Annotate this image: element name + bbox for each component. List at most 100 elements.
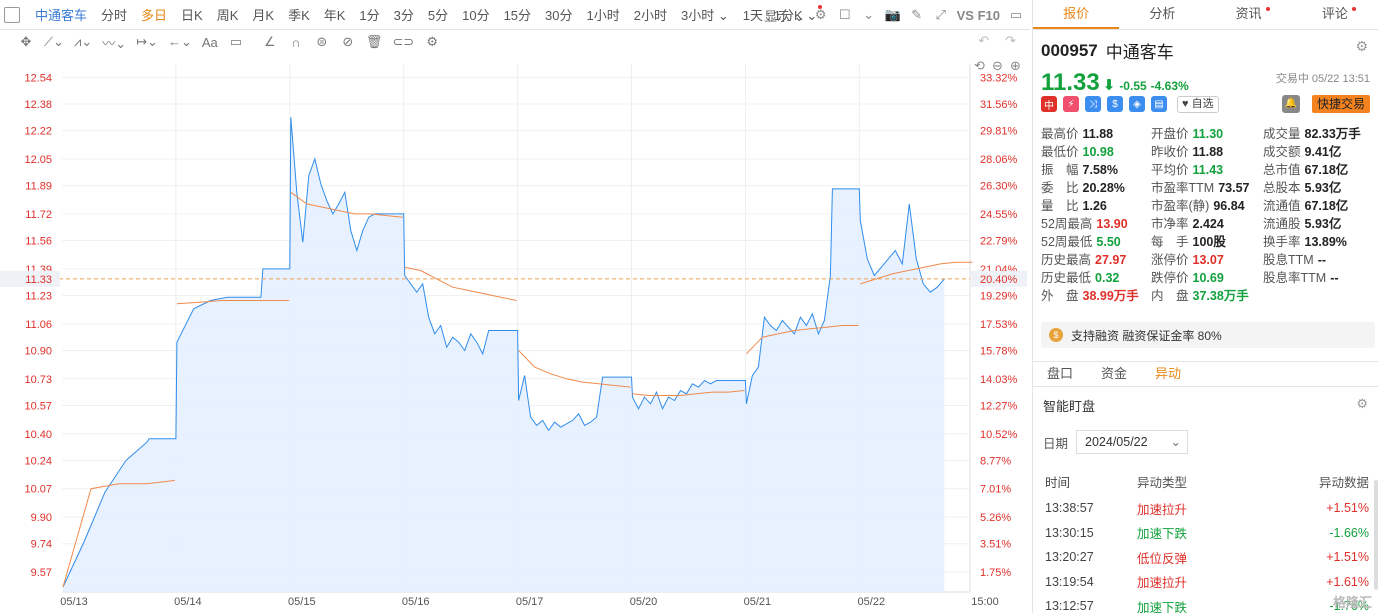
layout-icon[interactable] bbox=[4, 6, 20, 23]
link-icon[interactable]: ⊂⊃ bbox=[392, 34, 415, 49]
period-tab[interactable]: 周K bbox=[216, 8, 239, 23]
y-tick-label-right: 22.79% bbox=[980, 236, 1018, 248]
down-arrow-icon: ⬇ bbox=[1102, 77, 1116, 94]
shuffle-icon[interactable]: ⤨ bbox=[1085, 96, 1101, 112]
sub-tab[interactable]: 异动 bbox=[1155, 366, 1182, 381]
settings-icon[interactable]: ⚙ bbox=[814, 7, 827, 22]
right-tab[interactable]: 报价 bbox=[1033, 0, 1120, 29]
stat-cell: 外 盘 38.99万手 bbox=[1041, 289, 1139, 303]
events-table: 13:38:57 加速拉升 +1.51% 13:30:15 加速下跌 -1.66% 13:2… bbox=[1045, 496, 1369, 613]
chevron-down-icon[interactable]: ⌄ bbox=[863, 7, 875, 22]
zoom-out-icon[interactable]: ⊖ bbox=[992, 58, 1003, 73]
window-icon[interactable]: ▭ bbox=[1009, 7, 1023, 22]
china-flag-icon[interactable]: 中 bbox=[1041, 96, 1057, 112]
table-row[interactable]: 13:19:54 加速拉升 +1.61% bbox=[1045, 574, 1369, 591]
dollar-icon[interactable]: $ bbox=[1107, 96, 1123, 112]
pencil-icon[interactable]: ✎ bbox=[911, 7, 923, 22]
period-tab[interactable]: 季K bbox=[288, 8, 310, 23]
period-tab[interactable]: 日K bbox=[181, 8, 203, 23]
stat-cell: 涨停价 13.07 bbox=[1151, 253, 1224, 267]
undo-icon[interactable]: ↶ bbox=[978, 33, 990, 48]
zoom-in-icon[interactable]: ⊕ bbox=[1010, 58, 1021, 73]
period-tab[interactable]: 3分 bbox=[393, 8, 414, 23]
stat-cell: 52周最低 5.50 bbox=[1041, 235, 1121, 249]
camera-icon[interactable]: 📷 bbox=[884, 7, 901, 22]
period-tab[interactable]: 1分 bbox=[359, 8, 380, 23]
y-tick-label-right: 15.78% bbox=[980, 345, 1018, 357]
x-tick-label: 05/13 bbox=[60, 596, 88, 608]
reset-icon[interactable]: ⟲ bbox=[974, 58, 985, 73]
stat-cell: 52周最高 13.90 bbox=[1041, 217, 1128, 231]
add-watchlist-button[interactable]: ♥ 自选 bbox=[1177, 95, 1219, 113]
table-row[interactable]: 13:20:27 低位反弹 +1.51% bbox=[1045, 550, 1369, 566]
table-row[interactable]: 13:12:57 加速下跌 -1.76% bbox=[1045, 599, 1369, 613]
table-row[interactable]: 13:38:57 加速拉升 +1.51% bbox=[1045, 501, 1369, 517]
sub-tab[interactable]: 盘口 bbox=[1047, 366, 1074, 381]
margin-info: $ 支持融资 融资保证金率 80% bbox=[1041, 322, 1375, 348]
move-icon[interactable]: ✥ bbox=[20, 34, 32, 49]
smart-settings-icon[interactable]: ⚙ bbox=[1356, 396, 1368, 411]
y-tick-label: 10.90 bbox=[24, 345, 52, 357]
arrow-tool-icon[interactable]: ←⌄ bbox=[167, 34, 192, 49]
hide-icon[interactable]: ⊘ bbox=[342, 34, 354, 49]
f10-button[interactable]: VS F10 bbox=[956, 7, 1000, 23]
text-tool-icon[interactable]: Aa bbox=[201, 34, 218, 50]
stat-cell: 跌停价 10.69 bbox=[1151, 271, 1224, 285]
table-row[interactable]: 13:30:15 加速下跌 -1.66% bbox=[1045, 525, 1369, 542]
period-tab[interactable]: 2小时 bbox=[633, 8, 667, 23]
quote-header: 000957 中通客车 ⚙ 11.33 ⬇ -0.55 -4.63% 交易中 0… bbox=[1041, 38, 1372, 97]
quote-settings-icon[interactable]: ⚙ bbox=[1355, 38, 1368, 54]
lock-icon[interactable]: ⊜ bbox=[316, 34, 328, 49]
stat-cell: 最高价 11.88 bbox=[1041, 127, 1114, 141]
right-tab[interactable]: 评论 bbox=[1292, 0, 1378, 29]
date-select[interactable]: 2024/05/22 ⌄ bbox=[1076, 430, 1189, 454]
trash-icon[interactable]: 🗑 bbox=[365, 34, 383, 49]
angle-icon[interactable]: ∠ bbox=[264, 34, 276, 49]
avg-line bbox=[404, 266, 517, 301]
intraday-chart[interactable]: 12.54 33.32% 12.38 31.56% 12.22 29.81% 12.05 28… bbox=[0, 54, 1030, 613]
ray-tool-icon[interactable]: ⩘⌄ bbox=[74, 34, 93, 49]
magnet-icon[interactable]: ∩ bbox=[291, 34, 301, 50]
period-tab[interactable]: 年K bbox=[323, 8, 346, 23]
fullscreen-icon[interactable]: ⤢ bbox=[935, 7, 946, 22]
right-tab[interactable]: 分析 bbox=[1149, 6, 1176, 21]
tab-stock-name[interactable]: 中通客车 bbox=[35, 8, 88, 23]
period-tab[interactable]: 月K bbox=[252, 8, 275, 23]
doc-icon[interactable]: ▤ bbox=[1151, 96, 1167, 112]
period-tab[interactable]: 分时 bbox=[101, 8, 128, 23]
y-tick-label-right: 10.52% bbox=[980, 429, 1018, 441]
y-tick-label: 10.40 bbox=[24, 429, 52, 441]
period-select[interactable]: 1天 : 1分K ⌄ bbox=[736, 5, 829, 24]
period-tab[interactable]: 3小时 ⌄ bbox=[680, 8, 729, 23]
avg-line bbox=[860, 261, 973, 285]
comment-icon[interactable]: ▭ bbox=[229, 34, 242, 49]
checkbox-icon[interactable]: ☐ bbox=[838, 7, 851, 22]
redo-icon[interactable]: ↷ bbox=[1005, 33, 1016, 48]
right-tabs: 报价 分析 资讯 评论 bbox=[1033, 0, 1378, 30]
wave-tool-icon[interactable]: 〰⌄ bbox=[102, 35, 127, 51]
period-tab[interactable]: 10分 bbox=[462, 8, 490, 23]
line-tool-icon[interactable]: ⟋⌄ bbox=[44, 34, 64, 49]
right-tab[interactable]: 资讯 bbox=[1206, 0, 1292, 29]
period-tab[interactable]: 多日 bbox=[141, 8, 168, 23]
toolbar-settings-icon[interactable]: ⚙ bbox=[426, 34, 438, 49]
avg-line bbox=[62, 479, 176, 588]
chevron-down-icon: ⌄ bbox=[1170, 435, 1182, 449]
stat-cell: 成交量 82.33万手 bbox=[1263, 127, 1361, 141]
period-tab[interactable]: 5分 bbox=[427, 8, 449, 23]
sub-tab[interactable]: 资金 bbox=[1101, 366, 1128, 381]
fast-trade-button[interactable]: 快捷交易 bbox=[1311, 95, 1370, 113]
y-tick-label: 11.23 bbox=[25, 291, 52, 303]
period-tab[interactable]: 1小时 bbox=[586, 8, 620, 23]
hot-icon[interactable]: ⚡ bbox=[1063, 96, 1079, 112]
scrollbar[interactable] bbox=[1374, 480, 1378, 590]
tag-icon[interactable]: ◈ bbox=[1129, 96, 1145, 112]
period-tab[interactable]: 15分 bbox=[503, 8, 532, 23]
display-menu[interactable]: 显示 ⌄ bbox=[764, 8, 805, 24]
measure-tool-icon[interactable]: ↦⌄ bbox=[136, 34, 158, 49]
x-tick-label: 15:00 bbox=[971, 596, 999, 608]
tag-badges: 中 ⚡ ⤨ $ ◈ ▤ ♥ 自选 🔔 快捷交易 bbox=[1041, 95, 1372, 113]
period-tab[interactable]: 30分 bbox=[545, 8, 573, 23]
bell-icon[interactable]: 🔔 bbox=[1282, 95, 1300, 113]
